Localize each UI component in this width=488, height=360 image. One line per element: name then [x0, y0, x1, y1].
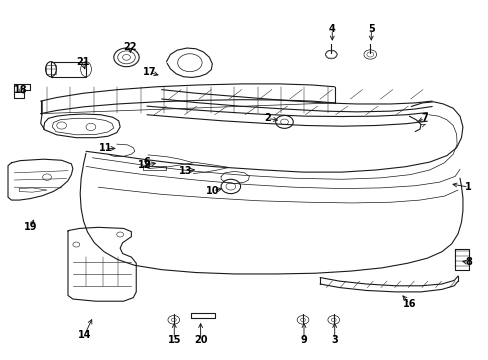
Text: 7: 7 — [421, 113, 427, 123]
Text: 13: 13 — [179, 166, 192, 176]
Text: 16: 16 — [402, 299, 415, 309]
Text: 20: 20 — [193, 334, 207, 345]
Text: 10: 10 — [205, 186, 219, 196]
Text: 19: 19 — [24, 222, 38, 232]
Text: 15: 15 — [167, 334, 181, 345]
Text: 22: 22 — [123, 42, 137, 52]
Text: 17: 17 — [142, 67, 156, 77]
Text: 9: 9 — [300, 334, 307, 345]
Text: 11: 11 — [99, 143, 112, 153]
Bar — [51, 62, 86, 77]
Text: 6: 6 — [143, 157, 150, 167]
Text: 18: 18 — [14, 85, 28, 95]
Text: 3: 3 — [331, 334, 337, 345]
Text: 14: 14 — [78, 330, 91, 340]
Text: 21: 21 — [76, 57, 89, 67]
Text: 4: 4 — [328, 24, 335, 35]
Text: 2: 2 — [264, 113, 271, 123]
Text: 8: 8 — [465, 257, 471, 267]
Text: 12: 12 — [138, 160, 151, 170]
Bar — [46, 65, 56, 74]
Text: 5: 5 — [367, 24, 374, 35]
Text: 1: 1 — [465, 182, 471, 192]
